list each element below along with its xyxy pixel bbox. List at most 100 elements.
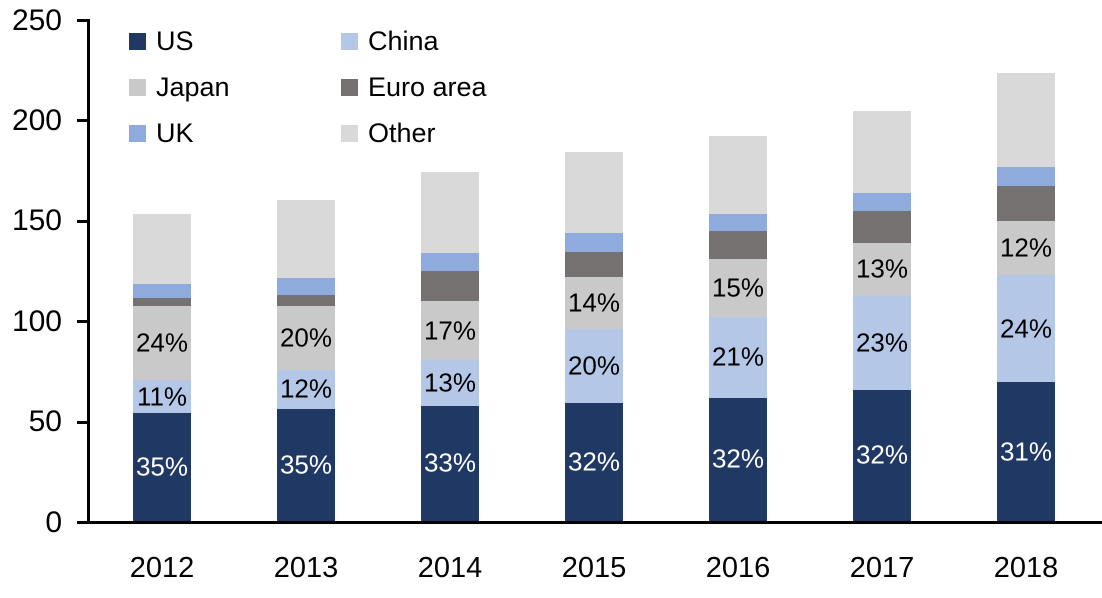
y-tick-mark	[77, 19, 88, 22]
bar-segment-label: 12%	[999, 232, 1053, 263]
x-tick-label: 2015	[561, 552, 627, 584]
legend-swatch	[341, 78, 358, 96]
bar-segment-japan: 24%	[133, 305, 191, 380]
legend-item-other: Other	[341, 118, 487, 149]
bar-segment-euro-area	[565, 251, 623, 278]
bar-segment-other	[277, 199, 335, 278]
bar-segment-japan: 17%	[421, 300, 479, 361]
bar-segment-label: 17%	[423, 315, 477, 346]
bar-segment-label: 20%	[279, 322, 333, 353]
y-tick-mark	[77, 420, 88, 424]
x-tick-label: 2018	[993, 552, 1059, 584]
y-tick-mark	[77, 320, 88, 324]
bar-segment-japan: 20%	[277, 305, 335, 371]
bar-segment-label: 24%	[999, 313, 1053, 344]
y-tick-label: 100	[11, 304, 62, 338]
x-tick-label: 2016	[705, 552, 771, 584]
bar-segment-uk	[565, 232, 623, 252]
bar-segment-label: 14%	[567, 287, 621, 318]
bar-2013: 35% 12% 20%	[277, 199, 335, 521]
bar-segment-euro-area	[133, 297, 191, 306]
x-tick-label: 2013	[273, 552, 339, 584]
bar-segment-euro-area	[277, 294, 335, 306]
bar-segment-uk	[133, 283, 191, 298]
y-tick-label: 0	[45, 505, 62, 539]
x-tick-label: 2017	[849, 552, 915, 584]
legend-swatch	[341, 124, 358, 142]
bar-segment-japan: 12%	[997, 221, 1055, 275]
bar-segment-china: 13%	[421, 360, 479, 406]
legend-label: Japan	[156, 71, 230, 102]
bar-segment-us: 35%	[133, 413, 191, 521]
bar-segment-other	[709, 135, 767, 214]
legend-item-japan: Japan	[129, 72, 341, 103]
bar-segment-label: 11%	[136, 381, 188, 411]
bar-segment-other	[853, 111, 911, 194]
y-tick-label: 200	[11, 103, 62, 137]
bar-segment-euro-area	[853, 211, 911, 243]
y-tick-label: 50	[28, 405, 62, 439]
legend-swatch	[129, 124, 146, 142]
legend-label: Other	[368, 117, 436, 148]
bar-segment-label: 31%	[999, 436, 1053, 467]
bar-segment-euro-area	[997, 185, 1055, 222]
bar-segment-uk	[277, 277, 335, 295]
bar-2014: 33% 13% 17%	[421, 171, 479, 521]
bar-segment-euro-area	[421, 270, 479, 301]
bar-segment-uk	[421, 252, 479, 271]
bar-segment-label: 15%	[711, 272, 765, 303]
legend-item-us: US	[129, 26, 341, 57]
bar-segment-label: 32%	[567, 446, 621, 477]
bar-segment-label: 32%	[855, 439, 909, 470]
y-tick-mark	[77, 219, 88, 223]
x-tick-label: 2014	[417, 552, 483, 584]
legend-swatch	[129, 78, 146, 96]
bar-segment-other	[997, 73, 1055, 167]
bar-2016: 32% 21% 15%	[709, 135, 767, 521]
bar-segment-uk	[853, 193, 911, 212]
bar-segment-us: 33%	[421, 405, 479, 521]
bar-segment-us: 31%	[997, 382, 1055, 521]
chart-legend: US China Japan Euro area UK Other	[129, 18, 487, 156]
bar-segment-japan: 15%	[709, 258, 767, 317]
bar-segment-label: 32%	[711, 443, 765, 474]
legend-item-uk: UK	[129, 118, 341, 149]
bar-segment-china: 12%	[277, 370, 335, 409]
y-axis-line	[87, 19, 90, 524]
bar-2017: 32% 23% 13%	[853, 111, 911, 521]
bar-segment-other	[133, 213, 191, 284]
legend-label: Euro area	[368, 71, 487, 102]
bar-segment-china: 23%	[853, 295, 911, 390]
bar-segment-label: 20%	[567, 350, 621, 381]
bar-segment-label: 13%	[855, 253, 909, 284]
bar-segment-other	[565, 151, 623, 233]
bar-segment-label: 24%	[135, 327, 189, 358]
legend-item-euro-area: Euro area	[341, 72, 487, 103]
bar-segment-euro-area	[709, 230, 767, 259]
bar-2018: 31% 24% 12%	[997, 73, 1055, 521]
legend-label: UK	[156, 117, 194, 148]
bar-segment-us: 35%	[277, 408, 335, 521]
bar-segment-other	[421, 171, 479, 253]
bar-segment-china: 21%	[709, 316, 767, 398]
bar-segment-us: 32%	[709, 397, 767, 521]
y-tick-label: 150	[11, 204, 62, 238]
bar-segment-label: 12%	[279, 373, 333, 404]
bar-segment-japan: 14%	[565, 277, 623, 329]
legend-swatch	[129, 32, 146, 50]
bar-segment-label: 35%	[135, 451, 189, 482]
bar-segment-us: 32%	[565, 402, 623, 521]
bar-2012: 35% 11% 24%	[133, 213, 191, 521]
bar-segment-label: 33%	[423, 447, 477, 478]
bar-segment-uk	[997, 166, 1055, 186]
legend-label: US	[156, 25, 194, 56]
legend-swatch	[341, 32, 358, 50]
bar-segment-uk	[709, 213, 767, 231]
x-tick-label: 2012	[129, 552, 195, 584]
bar-segment-japan: 13%	[853, 242, 911, 296]
bar-segment-label: 23%	[855, 327, 909, 358]
bar-segment-label: 21%	[711, 341, 765, 372]
bar-segment-china: 20%	[565, 328, 623, 403]
bar-segment-china: 24%	[997, 274, 1055, 383]
